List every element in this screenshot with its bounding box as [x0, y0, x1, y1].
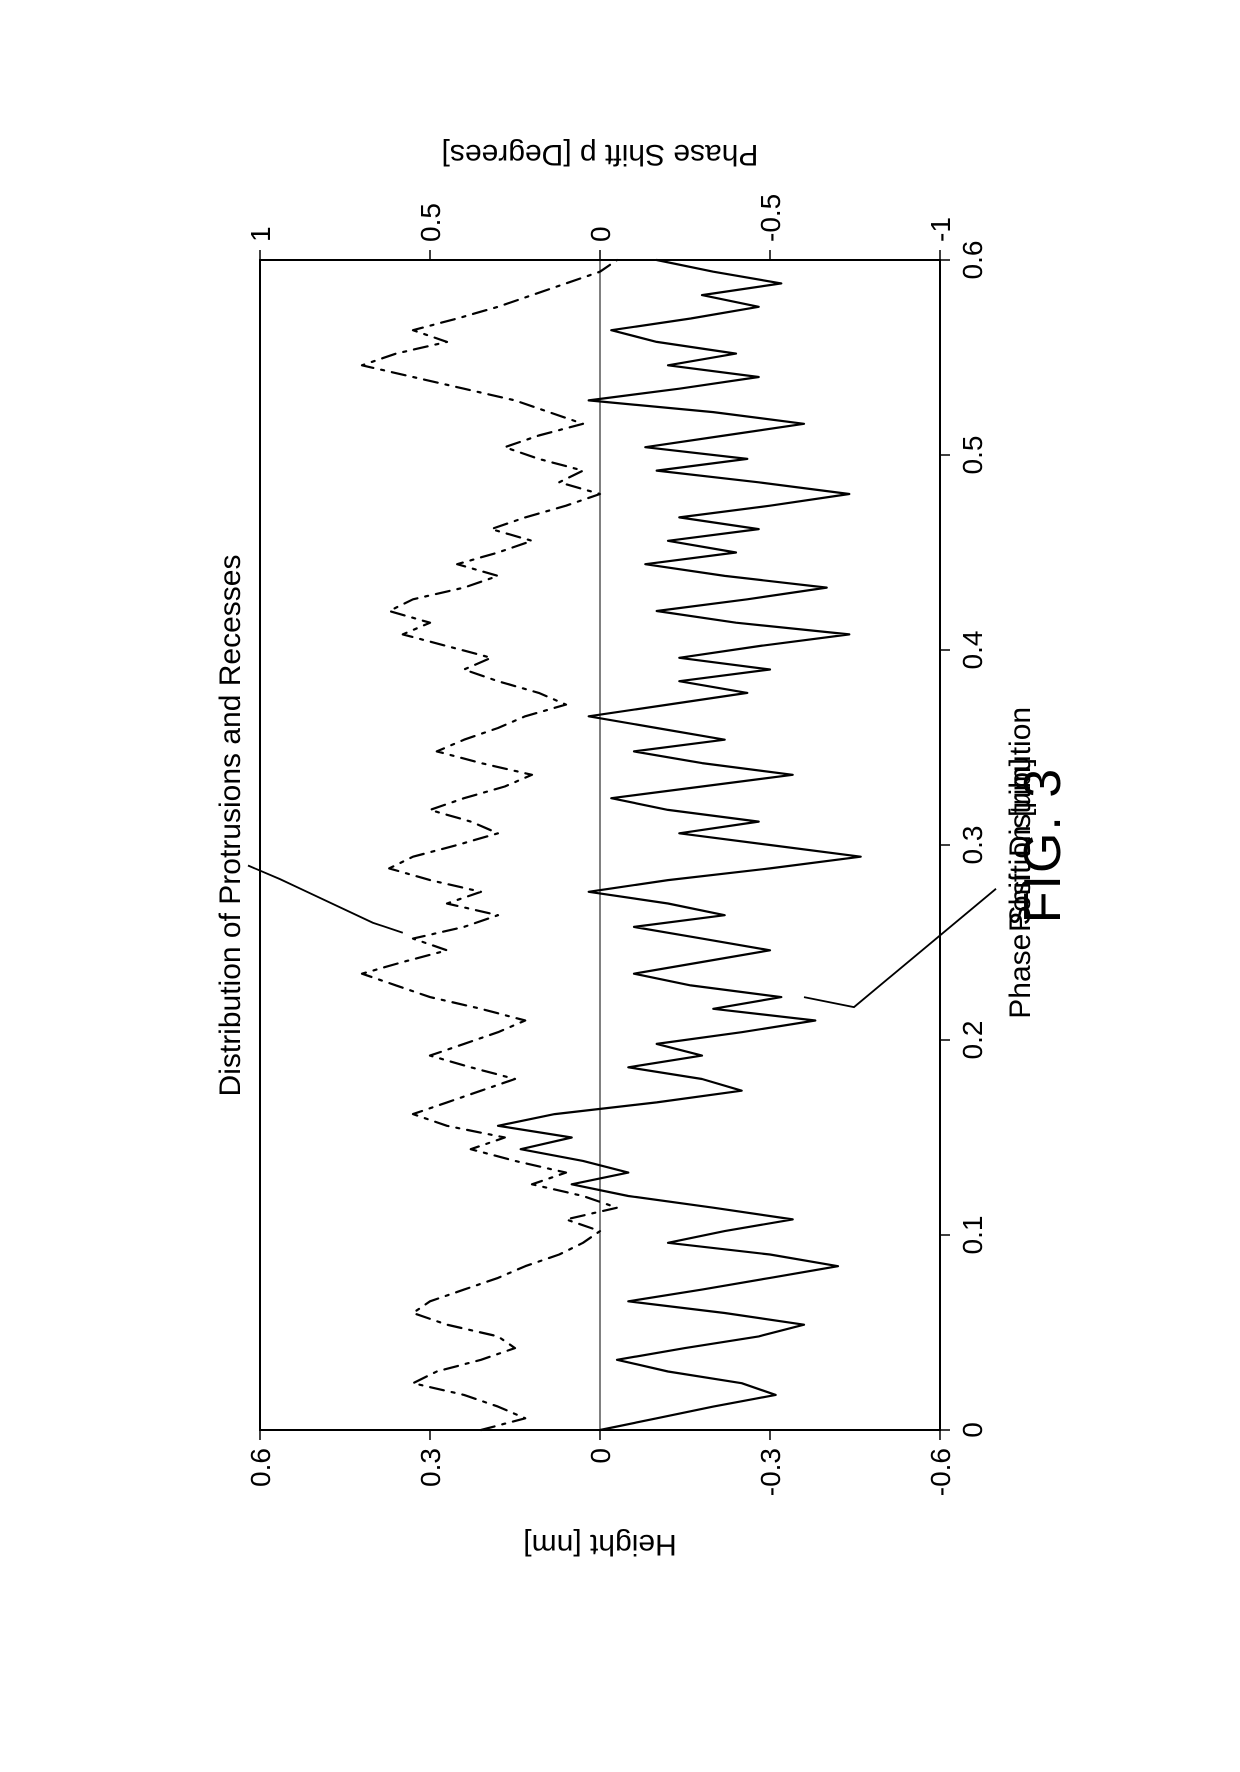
y-right-tick-label: 0.5 — [415, 203, 446, 242]
y-left-tick-label: 0.6 — [245, 1448, 276, 1487]
y-left-tick-label: -0.3 — [755, 1448, 786, 1496]
chart-svg: 00.10.20.30.40.50.6Position [µm]-0.6-0.3… — [170, 100, 1070, 1600]
x-tick-label: 0 — [957, 1422, 988, 1438]
x-tick-label: 0.1 — [957, 1216, 988, 1255]
y-right-tick-label: -1 — [925, 217, 956, 242]
callout-protrusions-leader — [248, 866, 403, 933]
y-left-tick-label: -0.6 — [925, 1448, 956, 1496]
y-left-axis-label: Height [nm] — [523, 1528, 676, 1561]
x-tick-label: 0.2 — [957, 1021, 988, 1060]
page: 00.10.20.30.40.50.6Position [µm]-0.6-0.3… — [0, 0, 1240, 1772]
x-tick-label: 0.3 — [957, 826, 988, 865]
rotated-chart-container: 00.10.20.30.40.50.6Position [µm]-0.6-0.3… — [170, 100, 1070, 1600]
x-tick-label: 0.6 — [957, 241, 988, 280]
y-right-tick-label: -0.5 — [755, 194, 786, 242]
y-right-tick-label: 0 — [585, 226, 616, 242]
y-right-axis-label: Phase Shift p [Degrees] — [442, 138, 759, 171]
callout-protrusions-label: Distribution of Protrusions and Recesses — [214, 555, 247, 1097]
x-tick-label: 0.5 — [957, 436, 988, 475]
callout-phase-leader — [804, 889, 996, 1007]
y-left-tick-label: 0 — [585, 1448, 616, 1464]
series-1 — [362, 260, 617, 1430]
series-0 — [498, 260, 861, 1430]
x-tick-label: 0.4 — [957, 631, 988, 670]
y-right-tick-label: 1 — [245, 226, 276, 242]
figure-label: FIG. 3 — [1014, 767, 1070, 923]
y-left-tick-label: 0.3 — [415, 1448, 446, 1487]
